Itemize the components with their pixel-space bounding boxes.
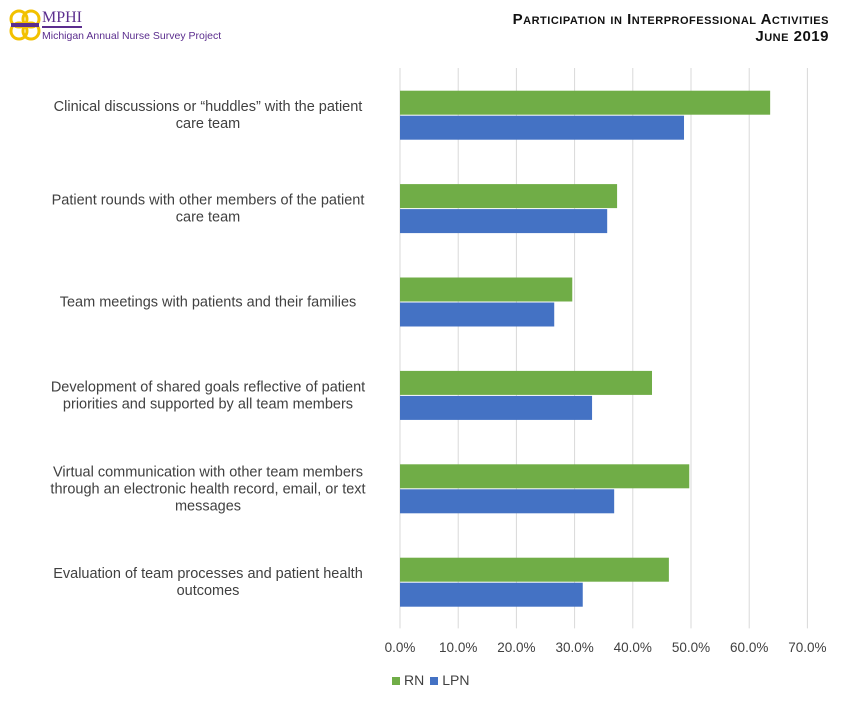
bar-rn bbox=[400, 184, 618, 209]
category-label: outcomes bbox=[177, 583, 240, 599]
category-label: Patient rounds with other members of the… bbox=[52, 193, 365, 209]
x-tick-label: 20.0% bbox=[497, 640, 535, 655]
title-line-1: Participation in Interprofessional Activ… bbox=[512, 11, 829, 28]
legend-lpn: LPN bbox=[430, 672, 469, 688]
bar-lpn bbox=[400, 302, 555, 327]
category-label: priorities and supported by all team mem… bbox=[63, 396, 353, 412]
category-label: Clinical discussions or “huddles” with t… bbox=[54, 99, 363, 115]
x-tick-label: 40.0% bbox=[614, 640, 652, 655]
logo-subtitle: Michigan Annual Nurse Survey Project bbox=[42, 30, 222, 42]
x-tick-label: 70.0% bbox=[788, 640, 826, 655]
bar-rn bbox=[400, 370, 653, 395]
bar-rn bbox=[400, 90, 771, 115]
category-label: through an electronic health record, ema… bbox=[50, 481, 365, 497]
category-label: messages bbox=[175, 498, 241, 514]
bar-rn bbox=[400, 277, 573, 302]
chart-title: Participation in Interprofessional Activ… bbox=[513, 11, 829, 45]
category-label: care team bbox=[176, 116, 240, 132]
category-label: Team meetings with patients and their fa… bbox=[60, 295, 357, 311]
category-label: Evaluation of team processes and patient… bbox=[53, 566, 363, 582]
category-label: Development of shared goals reflective o… bbox=[51, 379, 365, 395]
x-tick-label: 10.0% bbox=[439, 640, 477, 655]
category-label: care team bbox=[176, 210, 240, 226]
bar-lpn bbox=[400, 115, 685, 140]
x-tick-label: 60.0% bbox=[730, 640, 768, 655]
bar-rn bbox=[400, 557, 669, 582]
title-line-2: June 2019 bbox=[755, 28, 829, 45]
legend-rn: RN bbox=[392, 672, 424, 688]
mphi-logo-icon bbox=[9, 9, 41, 41]
bar-rn bbox=[400, 464, 690, 489]
bar-lpn bbox=[400, 582, 583, 607]
bar-lpn bbox=[400, 395, 593, 420]
bar-lpn bbox=[400, 209, 608, 234]
legend: RN LPN bbox=[392, 672, 469, 688]
x-tick-label: 0.0% bbox=[385, 640, 416, 655]
x-tick-label: 30.0% bbox=[555, 640, 593, 655]
bar-lpn bbox=[400, 489, 615, 514]
category-label: Virtual communication with other team me… bbox=[53, 464, 363, 480]
logo-text: MPHI bbox=[42, 9, 83, 28]
x-tick-label: 50.0% bbox=[672, 640, 710, 655]
